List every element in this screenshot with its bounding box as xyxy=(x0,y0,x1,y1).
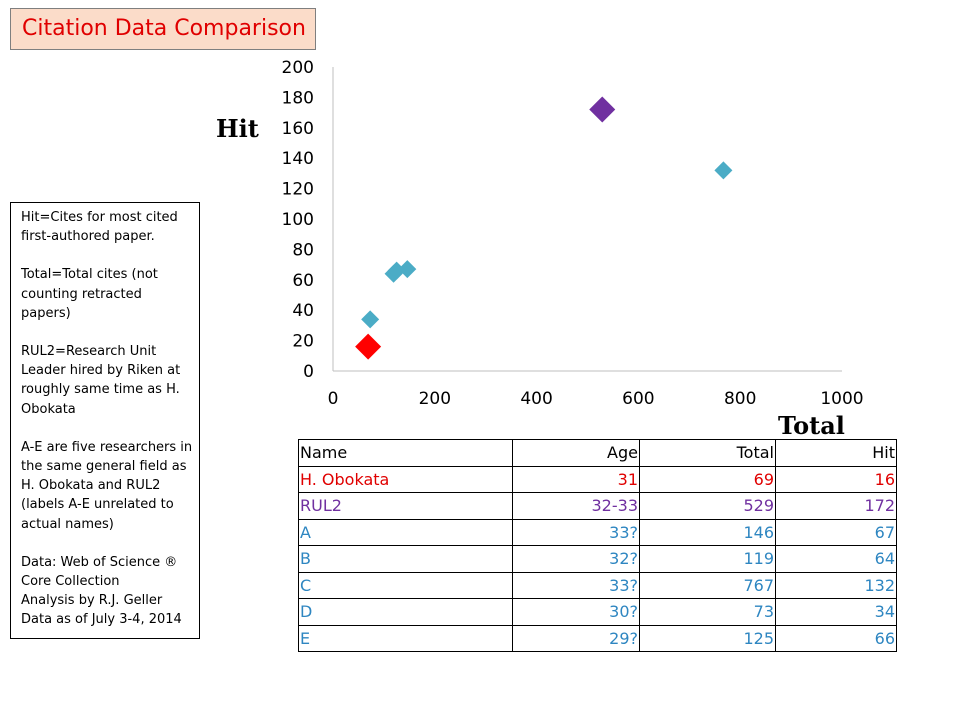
notes-box: Hit=Cites for most cited first-authored … xyxy=(10,202,200,639)
cell-total: 767 xyxy=(639,571,776,599)
chart-title: Citation Data Comparison xyxy=(10,8,316,50)
cell-name: RUL2 xyxy=(298,492,513,520)
table-row: H. Obokata 31 69 16 xyxy=(298,465,897,493)
table-row: RUL2 32-33 529 172 xyxy=(298,492,897,520)
x-tick-label: 600 xyxy=(622,389,654,409)
cell-age: 32-33 xyxy=(512,492,640,520)
cell-hit: 172 xyxy=(775,492,897,520)
cell-name: C xyxy=(298,571,513,599)
cell-hit: 66 xyxy=(775,624,897,652)
y-tick-label: 40 xyxy=(292,301,314,321)
cell-hit: 67 xyxy=(775,518,897,546)
y-tick-label: 20 xyxy=(292,332,314,352)
x-tick-label: 200 xyxy=(419,389,451,409)
cell-total: 125 xyxy=(639,624,776,652)
cell-total: 73 xyxy=(639,598,776,626)
cell-name: B xyxy=(298,545,513,573)
cell-name: E xyxy=(298,624,513,652)
y-tick-label: 120 xyxy=(282,180,314,200)
data-point xyxy=(387,261,406,280)
note-total-definition: Total=Total cites (not counting retracte… xyxy=(21,267,158,321)
data-table: Name Age Total Hit H. Obokata 31 69 16 RUL2 32-33… xyxy=(298,439,897,652)
cell-age: 30? xyxy=(512,598,640,626)
cell-age: 29? xyxy=(512,624,640,652)
column-header-hit: Hit xyxy=(775,439,897,467)
cell-age: 31 xyxy=(512,465,640,493)
table-row: C 33? 767 132 xyxy=(298,571,897,599)
data-point xyxy=(361,310,380,329)
table-row: A 33? 146 67 xyxy=(298,518,897,546)
cell-hit: 64 xyxy=(775,545,897,573)
cell-total: 119 xyxy=(639,545,776,573)
column-header-age: Age xyxy=(512,439,640,467)
note-researchers: A-E are five researchers in the same gen… xyxy=(21,439,193,532)
y-tick-label: 140 xyxy=(282,149,314,169)
cell-name: A xyxy=(298,518,513,546)
note-data-source: Data: Web of Science ® Core Collection A… xyxy=(21,554,182,628)
y-tick-label: 100 xyxy=(282,210,314,230)
cell-name: D xyxy=(298,598,513,626)
x-axis-title: Total xyxy=(778,411,845,440)
cell-age: 32? xyxy=(512,545,640,573)
cell-age: 33? xyxy=(512,571,640,599)
cell-total: 146 xyxy=(639,518,776,546)
note-rul2-definition: RUL2=Research Unit Leader hired by Riken… xyxy=(21,344,181,417)
y-tick-label: 180 xyxy=(282,88,314,108)
data-point xyxy=(589,96,616,123)
note-hit-definition: Hit=Cites for most cited first-authored … xyxy=(21,210,178,245)
cell-name: H. Obokata xyxy=(298,465,513,493)
column-header-total: Total xyxy=(639,439,776,467)
y-tick-label: 200 xyxy=(282,58,314,78)
x-tick-label: 800 xyxy=(724,389,756,409)
x-tick-label: 0 xyxy=(328,389,339,409)
cell-total: 529 xyxy=(639,492,776,520)
column-header-name: Name xyxy=(298,439,513,467)
table-header-row: Name Age Total Hit xyxy=(298,439,897,467)
x-tick-label: 1000 xyxy=(820,389,863,409)
cell-hit: 34 xyxy=(775,598,897,626)
data-point xyxy=(355,333,382,360)
y-tick-label: 0 xyxy=(303,362,314,382)
y-tick-label: 160 xyxy=(282,119,314,139)
x-tick-label: 400 xyxy=(520,389,552,409)
cell-total: 69 xyxy=(639,465,776,493)
table-row: D 30? 73 34 xyxy=(298,598,897,626)
data-point xyxy=(714,161,733,180)
table-row: E 29? 125 66 xyxy=(298,624,897,652)
y-tick-label: 60 xyxy=(292,271,314,291)
y-tick-label: 80 xyxy=(292,240,314,260)
table-row: B 32? 119 64 xyxy=(298,545,897,573)
data-point xyxy=(398,260,417,279)
cell-age: 33? xyxy=(512,518,640,546)
cell-hit: 132 xyxy=(775,571,897,599)
cell-hit: 16 xyxy=(775,465,897,493)
y-axis-title: Hit xyxy=(216,114,259,143)
